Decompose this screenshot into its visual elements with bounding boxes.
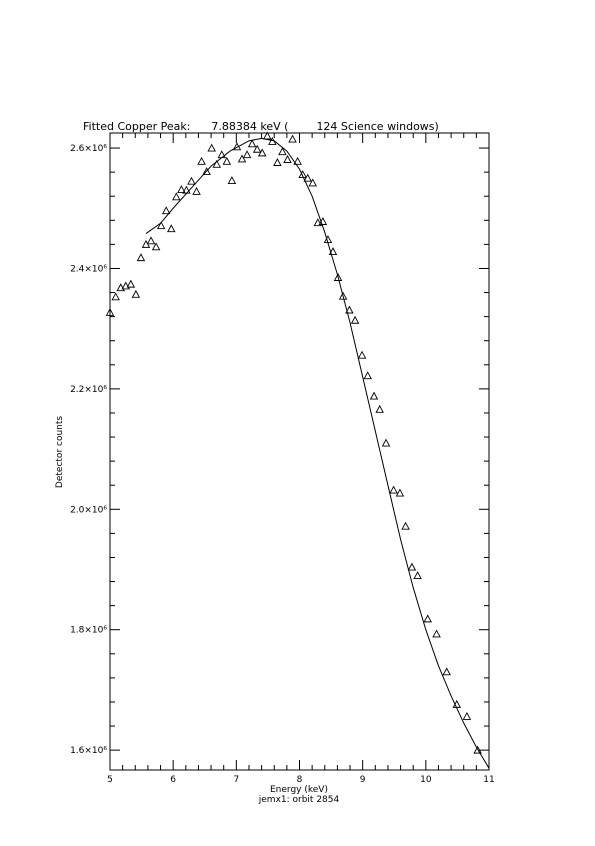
data-point (357, 350, 367, 359)
data-point (369, 391, 379, 400)
y-tick-label: 2.2×10⁶ (70, 385, 107, 395)
data-point (389, 485, 398, 494)
fit-line (145, 137, 490, 769)
data-point (273, 158, 282, 166)
data-point (413, 571, 422, 579)
x-tick-label: 11 (483, 775, 494, 785)
data-point (207, 143, 216, 152)
data-point (442, 667, 451, 676)
data-point (187, 176, 196, 185)
data-point (473, 745, 482, 754)
data-point (237, 154, 247, 163)
data-point (212, 159, 222, 168)
y-tick-label: 2.0×10⁶ (70, 505, 107, 515)
data-point (121, 281, 131, 290)
data-point (172, 192, 181, 201)
x-tick-label: 9 (360, 775, 366, 785)
x-tick-label: 6 (170, 775, 176, 785)
data-point (423, 614, 432, 623)
y-tick-label: 1.6×10⁶ (70, 746, 107, 756)
y-axis-label: Detector counts (55, 416, 65, 488)
y-tick-label: 1.8×10⁶ (70, 626, 107, 636)
data-point (283, 155, 292, 163)
data-point (192, 186, 201, 195)
x-tick-label: 8 (297, 775, 303, 785)
data-point (293, 156, 302, 165)
data-point (338, 291, 348, 300)
data-point (105, 307, 115, 316)
data-point (432, 629, 441, 638)
data-point (252, 144, 262, 153)
data-point (167, 224, 176, 233)
data-point (350, 315, 360, 324)
data-point (328, 247, 338, 256)
x-axis-label: Energy (keV) (270, 785, 328, 795)
data-point (308, 178, 318, 187)
x-tick-label: 5 (107, 775, 113, 785)
data-point (452, 699, 462, 708)
data-point (298, 170, 307, 178)
data-point (151, 242, 161, 251)
data-point (247, 139, 257, 148)
data-point (323, 235, 333, 244)
data-point (381, 438, 391, 447)
data-point (222, 156, 232, 165)
data-point (288, 134, 297, 143)
data-point (313, 218, 323, 227)
data-point (197, 156, 206, 165)
data-point (263, 131, 272, 140)
x-tick-label: 10 (420, 775, 432, 785)
data-point (462, 711, 472, 720)
data-point (242, 150, 252, 159)
data-point (146, 236, 156, 245)
data-point (116, 283, 125, 292)
data-point (136, 253, 146, 262)
data-point (333, 273, 343, 281)
y-tick-label: 2.6×10⁶ (70, 144, 107, 154)
data-point (161, 206, 171, 215)
y-tick-label: 2.4×10⁶ (70, 264, 107, 274)
data-point (177, 185, 186, 194)
data-point (401, 521, 410, 530)
x-tick-label: 7 (233, 775, 239, 785)
subtitle: jemx1: orbit 2854 (258, 795, 340, 805)
data-point (303, 173, 312, 182)
chart-title: Fitted Copper Peak: 7.88384 keV ( 124 Sc… (83, 120, 439, 133)
data-point (232, 142, 242, 151)
data-point (318, 217, 328, 225)
data-point (345, 305, 354, 314)
data-point (278, 147, 287, 156)
data-point (375, 404, 384, 413)
data-point (182, 185, 191, 194)
data-point (156, 221, 166, 230)
data-point (111, 292, 120, 301)
data-point (202, 167, 211, 175)
data-point (217, 150, 227, 159)
data-point (227, 176, 237, 185)
data-point (126, 279, 136, 288)
data-point (131, 289, 141, 298)
data-point (268, 136, 277, 145)
data-point (407, 562, 417, 571)
data-point (395, 488, 405, 497)
data-point (363, 371, 372, 380)
data-point (257, 148, 267, 157)
